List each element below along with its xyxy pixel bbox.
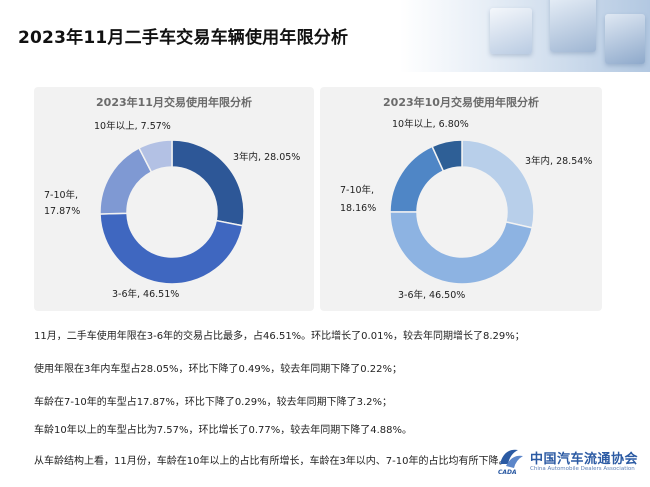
chart-title: 2023年10月交易使用年限分析	[383, 95, 539, 109]
analysis-note: 车龄在7-10年的车型占17.87%，环比下降了0.29%，较去年同期下降了3.…	[34, 397, 392, 408]
page-title: 2023年11月二手车交易车辆使用年限分析	[18, 28, 349, 48]
header-banner: 2023年11月二手车交易车辆使用年限分析	[0, 0, 650, 72]
donut-chart-october: 2023年10月交易使用年限分析 3年内, 28.54% 3-6年, 46.50…	[340, 95, 592, 301]
donut-slice-10年以上	[138, 139, 173, 174]
analysis-note: 使用年限在3年内车型占28.05%，环比下降了0.49%，较去年同期下降了0.2…	[34, 364, 403, 375]
slice-label-10yr-plus: 10年以上, 7.57%	[94, 120, 171, 132]
logo-name-en: China Automobile Dealers Association	[530, 466, 635, 472]
slice-label-7-10yr-line2: 17.87%	[44, 206, 80, 217]
slice-label-3-6yr: 3-6年, 46.51%	[112, 288, 179, 300]
slice-label-3yr: 3年内, 28.05%	[233, 151, 300, 163]
decorative-cube	[490, 8, 532, 54]
cada-logo-icon: CADA	[498, 449, 523, 476]
slice-label-7-10yr-line1: 7-10年,	[340, 184, 374, 196]
donut-slices	[389, 139, 535, 285]
chart-panel-november: 2023年11月交易使用年限分析 3年内, 28.05% 3-6年, 46.51…	[34, 87, 314, 311]
cada-logo: CADA 中国汽车流通协会 China Automobile Dealers A…	[496, 444, 646, 478]
decorative-cube	[605, 14, 645, 64]
decorative-cube	[550, 0, 596, 52]
donut-slice-10年以上	[431, 139, 463, 173]
donut-slice-7-10年	[389, 145, 445, 213]
donut-slices	[99, 139, 245, 285]
analysis-note: 11月，二手车使用年限在3-6年的交易占比最多，占46.51%。环比增长了0.0…	[34, 331, 525, 342]
donut-slice-3-6年	[389, 211, 534, 285]
chart-title: 2023年11月交易使用年限分析	[96, 95, 252, 109]
slice-label-7-10yr-line2: 18.16%	[340, 203, 376, 214]
logo-mark-text: CADA	[498, 469, 517, 476]
donut-slice-3年内	[461, 139, 535, 229]
analysis-note: 车龄10年以上的车型占比为7.57%，环比增长了0.77%，较去年同期下降了4.…	[34, 425, 413, 436]
chart-panel-october: 2023年10月交易使用年限分析 3年内, 28.54% 3-6年, 46.50…	[320, 87, 602, 311]
donut-slice-3-6年	[99, 212, 244, 285]
slice-label-3yr: 3年内, 28.54%	[525, 155, 592, 167]
donut-chart-november: 2023年11月交易使用年限分析 3年内, 28.05% 3-6年, 46.51…	[44, 95, 300, 300]
slice-label-3-6yr: 3-6年, 46.50%	[398, 289, 465, 301]
slice-label-10yr-plus: 10年以上, 6.80%	[392, 118, 469, 130]
header-decoration	[400, 0, 650, 72]
logo-name-cn: 中国汽车流通协会	[530, 452, 639, 467]
analysis-note: 从车龄结构上看，11月份，车龄在10年以上的占比有所增长，车龄在3年以内、7-1…	[34, 456, 509, 467]
slice-label-7-10yr-line1: 7-10年,	[44, 189, 78, 201]
